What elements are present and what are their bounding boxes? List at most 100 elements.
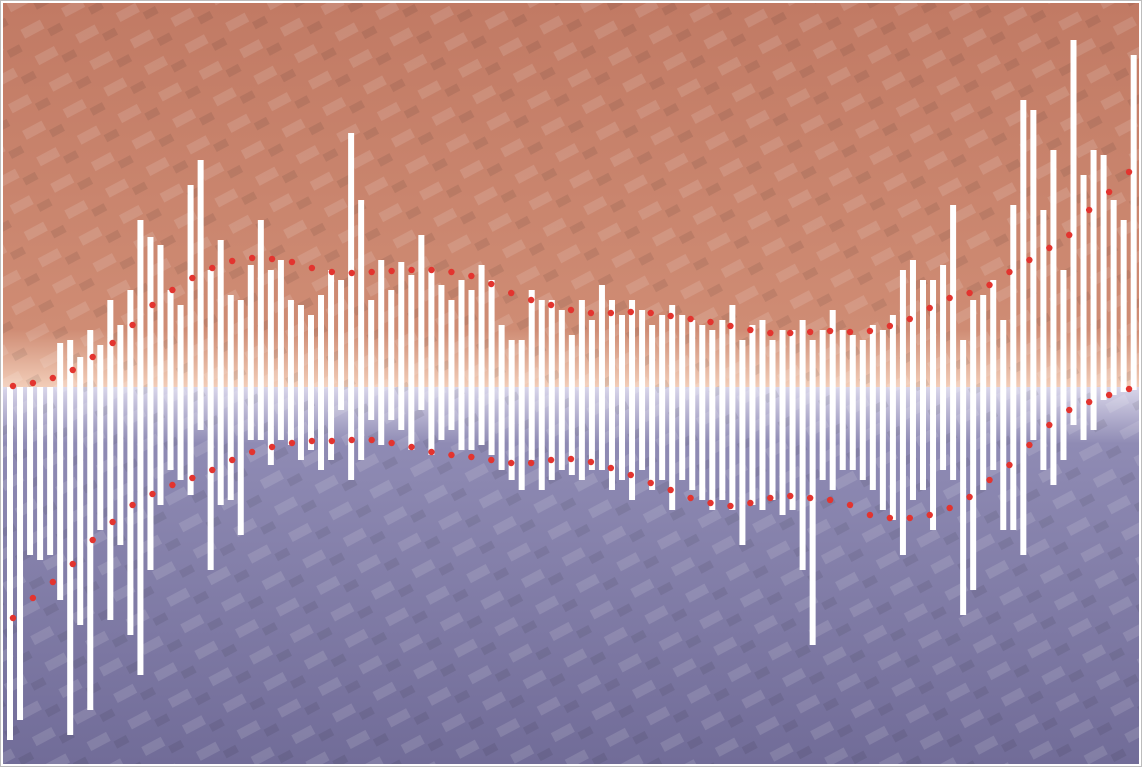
trend-dot — [846, 501, 854, 509]
bar — [247, 387, 254, 440]
bar — [819, 330, 826, 387]
bar — [338, 387, 345, 410]
bar — [819, 387, 826, 480]
trend-dot — [966, 493, 973, 501]
trend-dot — [647, 309, 654, 317]
trend-dot — [1105, 188, 1113, 196]
trend-dot — [986, 281, 993, 289]
bar — [77, 387, 84, 625]
bar — [960, 340, 967, 387]
trend-dot — [747, 326, 754, 334]
bar — [1040, 387, 1047, 470]
bar — [478, 265, 485, 387]
bar — [809, 387, 816, 645]
trend-dot — [288, 258, 296, 266]
bar — [909, 260, 916, 387]
bar — [578, 387, 585, 480]
bar — [889, 387, 896, 520]
bar — [358, 387, 365, 460]
trend-dot — [328, 268, 336, 276]
bar — [639, 387, 646, 470]
bar — [779, 387, 786, 515]
bar — [859, 387, 866, 480]
bar — [167, 290, 174, 387]
bar — [568, 387, 575, 475]
bar — [538, 387, 545, 490]
trend-dot — [727, 322, 734, 330]
bar — [1120, 220, 1127, 387]
bar — [498, 325, 505, 387]
bar — [940, 265, 947, 387]
bar — [458, 387, 465, 450]
trend-dot — [69, 560, 76, 568]
bar — [498, 387, 505, 470]
trend-dot — [1046, 421, 1053, 429]
bar — [558, 310, 565, 387]
bar — [57, 343, 64, 387]
trend-dot — [428, 448, 435, 456]
bar — [297, 387, 304, 460]
bar — [1030, 110, 1037, 387]
trend-dot — [129, 321, 136, 329]
bar — [1100, 387, 1107, 400]
trend-dot — [966, 289, 973, 297]
trend-dot — [1125, 385, 1133, 393]
bar — [117, 325, 124, 387]
bar — [588, 387, 595, 470]
trend-dot — [946, 504, 953, 512]
trend-dot — [468, 272, 475, 280]
trend-dot — [707, 318, 714, 326]
trend-dot — [1046, 244, 1053, 252]
bar — [438, 387, 445, 440]
bar — [909, 387, 916, 500]
bar — [358, 200, 365, 387]
trend-dot — [667, 486, 674, 494]
trend-dot — [587, 309, 595, 317]
bar — [629, 387, 636, 500]
bar — [970, 387, 977, 590]
bar — [388, 290, 395, 387]
bar — [107, 387, 114, 620]
bar — [197, 160, 204, 387]
bar — [990, 280, 997, 387]
bar — [879, 387, 886, 510]
trend-dot — [767, 494, 774, 502]
bar — [608, 300, 615, 387]
trend-dot — [707, 499, 714, 507]
trend-dot — [806, 328, 814, 336]
bar — [1070, 387, 1077, 425]
bar — [1010, 205, 1017, 387]
trend-dot — [1006, 461, 1013, 469]
bar — [568, 335, 575, 387]
bar — [669, 387, 676, 510]
trend-dot — [1026, 441, 1033, 449]
trend-dot — [109, 339, 116, 347]
bar — [488, 387, 495, 455]
bar — [1050, 387, 1057, 485]
bar — [147, 387, 154, 570]
trend-dot — [747, 499, 754, 507]
bar — [97, 387, 104, 530]
bar — [719, 320, 726, 387]
bar — [157, 387, 164, 505]
bar — [869, 387, 876, 490]
trend-dot — [826, 496, 834, 504]
bar — [348, 133, 355, 387]
bar — [920, 387, 927, 490]
bar — [839, 387, 846, 470]
bar — [508, 387, 515, 480]
trend-dot — [328, 437, 336, 445]
trend-dot — [547, 301, 555, 309]
bar — [57, 387, 64, 600]
trend-dot — [109, 518, 116, 526]
trend-dot — [727, 502, 734, 510]
bar — [328, 387, 335, 460]
bar — [227, 387, 234, 500]
bar — [247, 265, 254, 387]
bar — [980, 387, 987, 490]
bar — [518, 387, 525, 490]
bar — [207, 387, 214, 570]
trend-dot — [826, 327, 834, 335]
bar — [1080, 175, 1087, 387]
trend-dot — [567, 455, 575, 463]
